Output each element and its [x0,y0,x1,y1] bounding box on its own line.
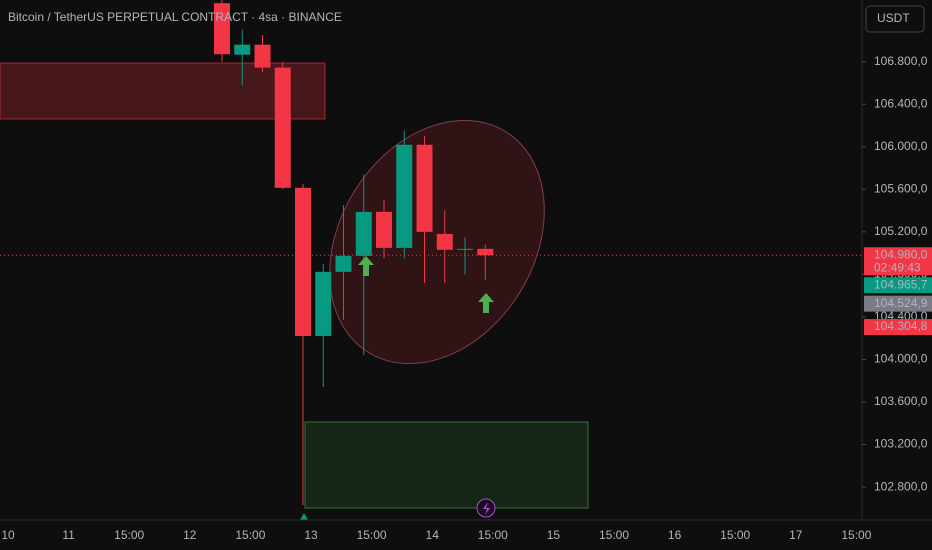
y-tick-label: 102.800,0 [874,479,928,493]
price-label: 104.524,9 [874,296,928,310]
plot [214,0,494,506]
candle-body [457,248,473,250]
candle-body [416,144,433,232]
up-arrow [358,256,374,276]
candle-body [396,144,413,248]
x-tick-label: 15:00 [114,528,144,542]
candle-body [274,67,291,188]
price-label-bg [864,295,932,312]
x-tick-label: 15:00 [478,528,508,542]
x-tick-label: 15:00 [357,528,387,542]
price-label-bg [864,247,932,276]
price-label-bg [864,277,932,294]
x-tick-label: 12 [183,528,197,542]
x-tick-label: 15:00 [599,528,629,542]
price-label: 104.965,7 [874,277,928,291]
x-tick-label: 10 [1,528,15,542]
x-tick-label: 15:00 [841,528,871,542]
candle-body [254,44,271,68]
currency-button[interactable] [865,5,925,33]
chart-title: Bitcoin / TetherUS PERPETUAL CONTRACT · … [8,10,342,24]
supply-zone [0,62,326,120]
candle-body [214,3,230,55]
y-tick-label: 106.000,0 [874,139,928,153]
x-tick-label: 16 [668,528,682,542]
x-tick-label: 13 [304,528,318,542]
candle-body [436,233,453,250]
x-tick-label: 15 [547,528,561,542]
lightning [483,502,490,515]
candle-body [295,187,311,336]
x-tick-label: 15:00 [720,528,750,542]
y-tick-label: 106.800,0 [874,54,928,68]
candle-body [315,271,332,336]
candle-body [477,248,494,256]
y-tick-label: 106.400,0 [874,96,928,110]
price-label-bg [864,319,932,336]
y-tick-label: 105.600,0 [874,181,928,195]
x-tick-label: 17 [789,528,803,542]
candle-body [376,211,392,248]
x-tick-label: 15:00 [235,528,265,542]
currency-label: USDT [877,11,910,25]
y-tick-label: 105.200,0 [874,224,928,238]
x-tick-label: 14 [426,528,440,542]
candle-body [335,255,352,272]
candle-body [355,211,372,256]
countdown-label: 02:49:43 [874,260,921,274]
up-arrow [478,293,494,313]
x-tick-label: 11 [62,528,75,542]
y-tick-label: 103.600,0 [874,394,928,408]
candle-body [234,44,251,55]
y-tick-label: 104.000,0 [874,352,928,366]
y-tick-label: 103.200,0 [874,437,928,451]
price-label: 104.304,8 [874,319,928,333]
time-marker [300,513,308,520]
price-label: 104.980,0 [874,247,928,261]
demand-zone [304,421,589,509]
